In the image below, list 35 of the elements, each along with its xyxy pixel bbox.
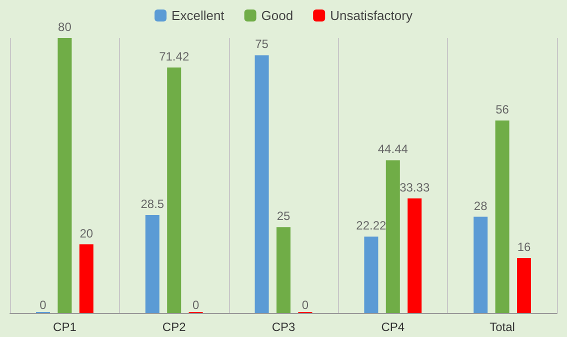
data-label: 28 [474,198,488,213]
bar [254,55,269,313]
data-label: 20 [80,226,94,240]
bar [364,236,378,313]
data-label: 28.5 [140,197,164,212]
data-label: 0 [192,298,200,312]
data-label: 16 [517,240,531,254]
bar [167,67,182,313]
data-label: 0 [302,298,309,312]
bar [474,216,488,313]
bar [276,227,290,313]
data-label: 22.22 [356,218,387,233]
legend-label: Unsatisfactory [330,8,413,23]
bar [79,244,94,313]
data-label: 44.44 [378,142,408,156]
bar [495,120,510,313]
data-label: 56 [496,102,510,116]
legend-label: Good [261,8,294,23]
x-tick-label: CP3 [272,320,296,334]
data-label: 33.33 [400,180,430,194]
bar [386,160,400,313]
bar [408,198,422,313]
x-tick-label: CP4 [381,320,405,334]
bar [145,215,160,313]
data-label: 80 [58,20,72,34]
x-tick-label: CP1 [53,320,77,334]
x-tick-label: Total [490,320,515,334]
data-label: 75 [255,37,269,52]
data-label: 0 [40,298,47,312]
x-tick-label: CP2 [162,320,186,334]
data-label: 71.42 [159,49,190,64]
bar [58,38,72,313]
bar [517,258,531,313]
data-label: 25 [276,209,290,224]
legend-label: Excellent [172,8,225,23]
